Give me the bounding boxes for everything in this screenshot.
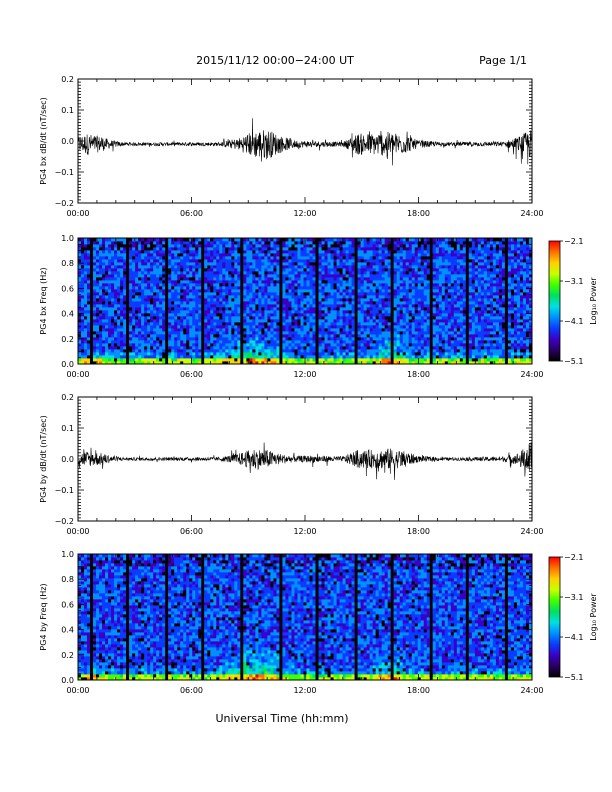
panel-by-dbdt: 00:00 06:00 12:00 18:00 24:00 −0.2 −0.1 0.0 0.1 0… — [39, 393, 544, 536]
panel-bx-spectrogram-xtick-label: 12:00 — [293, 370, 316, 379]
page-number: Page 1/1 — [479, 54, 527, 67]
panel-bx-spectrogram-ticks: 00:00 06:00 12:00 18:00 24:00 0.0 0.2 0.4 0.6 0.8… — [61, 234, 543, 379]
panel-by-dbdt-xtick-label: 18:00 — [407, 527, 430, 536]
panel-bx-dbdt-ylabel: PG4 bx dB/dt (nT/sec) — [39, 97, 48, 184]
panel-bx-dbdt: 00:00 06:00 12:00 18:00 24:00 −0.2 −0.1 0.0 0.1 0… — [39, 75, 544, 218]
panel-bx-spectrogram-ytick-label: 0.8 — [61, 259, 74, 268]
panel-by-spectrogram-xtick-label: 06:00 — [180, 686, 203, 695]
panel-bx-dbdt-ticks: 00:00 06:00 12:00 18:00 24:00 −0.2 −0.1 0.0 0.1 0… — [55, 75, 544, 218]
colorbar-tick-label: −2.1 — [564, 553, 583, 562]
panel-bx-spectrogram-xtick-label: 18:00 — [407, 370, 430, 379]
colorbar-tick-label: −3.1 — [564, 277, 583, 286]
panel-bx-dbdt-xtick-label: 18:00 — [407, 209, 430, 218]
panel-by-dbdt-ytick-label: −0.2 — [55, 517, 74, 526]
colorbar-label: Log₁₀ Power — [589, 593, 598, 641]
panel-by-spectrogram-ytick-label: 0.6 — [61, 600, 74, 609]
bx-spectrogram-cells — [78, 238, 533, 365]
colorbar-tick-label: −3.1 — [564, 593, 583, 602]
panel-by-spectrogram-ticks: 00:00 06:00 12:00 18:00 24:00 0.0 0.2 0.4 0.6 0.8… — [61, 550, 543, 695]
by-dbdt-trace — [77, 442, 533, 480]
panel-bx-spectrogram-ytick-label: 0.4 — [61, 310, 74, 319]
panel-by-spectrogram-xtick-label: 18:00 — [407, 686, 430, 695]
panel-bx-spectrogram-ylabel: PG4 bx Freq (Hz) — [39, 267, 48, 334]
bx-colorbar: −2.1 −3.1 −4.1 −5.1 Log₁₀ Power — [548, 237, 598, 366]
panel-by-spectrogram-ylabel: PG4 by Freq (Hz) — [39, 583, 48, 650]
colorbar-tick-label: −5.1 — [564, 673, 583, 682]
panel-bx-dbdt-ytick-label: 0.2 — [61, 75, 74, 84]
bx-dbdt-trace — [77, 118, 533, 166]
panel-bx-dbdt-xtick-label: 00:00 — [66, 209, 89, 218]
panel-by-dbdt-ytick-label: 0.0 — [61, 455, 74, 464]
panel-by-dbdt-xtick-label: 06:00 — [180, 527, 203, 536]
panel-by-dbdt-xtick-label: 24:00 — [520, 527, 543, 536]
panel-bx-dbdt-ytick-label: 0.1 — [61, 106, 74, 115]
panel-bx-spectrogram: 00:00 06:00 12:00 18:00 24:00 0.0 0.2 0.4 0.6 0.8… — [39, 234, 598, 379]
panel-bx-dbdt-xtick-label: 06:00 — [180, 209, 203, 218]
panel-bx-dbdt-ytick-label: 0.0 — [61, 137, 74, 146]
panel-by-dbdt-ticks: 00:00 06:00 12:00 18:00 24:00 −0.2 −0.1 0.0 0.1 0… — [55, 393, 544, 536]
panel-by-dbdt-xtick-label: 12:00 — [293, 527, 316, 536]
panel-by-spectrogram-ytick-label: 0.0 — [61, 676, 74, 685]
page-title: 2015/11/12 00:00−24:00 UT — [196, 54, 354, 67]
panel-bx-spectrogram-ytick-label: 1.0 — [61, 234, 74, 243]
panel-by-dbdt-ytick-label: 0.1 — [61, 424, 74, 433]
colorbar-label: Log₁₀ Power — [589, 277, 598, 325]
colorbar-tick-label: −4.1 — [564, 633, 583, 642]
panel-by-spectrogram-xtick-label: 12:00 — [293, 686, 316, 695]
panel-bx-spectrogram-xtick-label: 24:00 — [520, 370, 543, 379]
panel-by-spectrogram-ytick-label: 0.4 — [61, 626, 74, 635]
colorbar-scale — [548, 240, 561, 362]
panel-by-spectrogram-ytick-label: 0.8 — [61, 575, 74, 584]
colorbar-scale — [548, 556, 561, 678]
panel-by-spectrogram-xtick-label: 24:00 — [520, 686, 543, 695]
panel-by-spectrogram-xtick-label: 00:00 — [66, 686, 89, 695]
panel-bx-dbdt-ytick-label: −0.1 — [55, 168, 74, 177]
panel-bx-dbdt-xtick-label: 12:00 — [293, 209, 316, 218]
by-colorbar: −2.1 −3.1 −4.1 −5.1 Log₁₀ Power — [548, 553, 598, 682]
panel-by-spectrogram: 00:00 06:00 12:00 18:00 24:00 0.0 0.2 0.4 0.6 0.8… — [39, 550, 598, 695]
panel-by-dbdt-ylabel: PG4 by dB/dt (nT/sec) — [39, 415, 48, 502]
panel-by-spectrogram-ytick-label: 0.2 — [61, 651, 74, 660]
panel-bx-spectrogram-xtick-label: 00:00 — [66, 370, 89, 379]
colorbar-tick-label: −5.1 — [564, 357, 583, 366]
x-axis-label: Universal Time (hh:mm) — [216, 712, 349, 725]
colorbar-tick-label: −2.1 — [564, 237, 583, 246]
panel-bx-dbdt-frame — [77, 78, 533, 204]
panel-bx-dbdt-xtick-label: 24:00 — [520, 209, 543, 218]
panel-by-dbdt-xtick-label: 00:00 — [66, 527, 89, 536]
panel-bx-dbdt-ytick-label: −0.2 — [55, 199, 74, 208]
panel-bx-spectrogram-ytick-label: 0.2 — [61, 335, 74, 344]
panel-by-spectrogram-ytick-label: 1.0 — [61, 550, 74, 559]
panel-by-dbdt-ytick-label: 0.2 — [61, 393, 74, 402]
panel-by-dbdt-ytick-label: −0.1 — [55, 486, 74, 495]
by-spectrogram-cells — [78, 554, 533, 681]
panel-bx-spectrogram-ytick-label: 0.0 — [61, 360, 74, 369]
colorbar-tick-label: −4.1 — [564, 317, 583, 326]
panel-bx-spectrogram-ytick-label: 0.6 — [61, 284, 74, 293]
panel-bx-spectrogram-xtick-label: 06:00 — [180, 370, 203, 379]
